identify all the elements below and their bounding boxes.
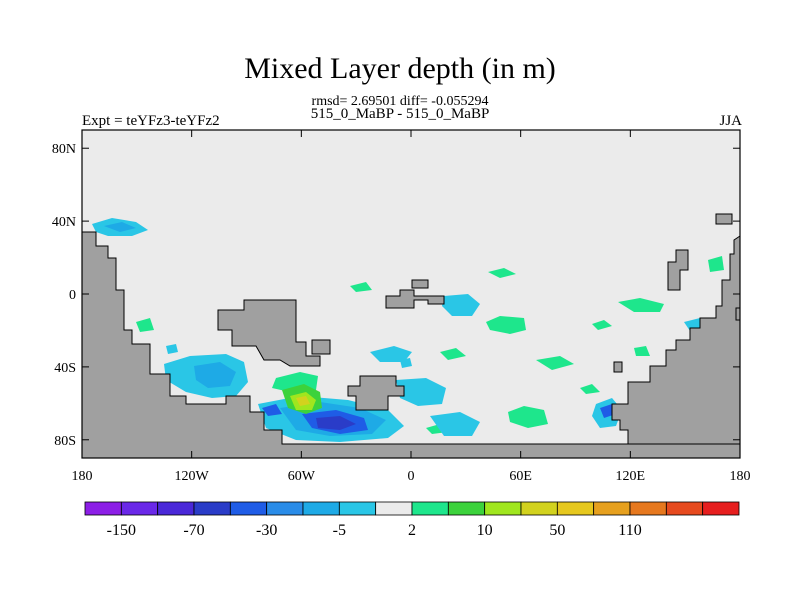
anomaly-patch bbox=[400, 358, 412, 368]
land-mask bbox=[347, 375, 405, 411]
anomaly-patch bbox=[440, 348, 466, 360]
land-mask bbox=[81, 231, 741, 459]
colorbar-label: 50 bbox=[549, 522, 565, 539]
colorbar-label: 10 bbox=[477, 522, 493, 539]
anomaly-patch bbox=[508, 406, 548, 428]
x-tick-label: 180 bbox=[72, 469, 93, 484]
chart-title: Mixed Layer depth (in m) bbox=[244, 52, 556, 85]
chart-subtitle: rmsd= 2.69501 diff= -0.055294 bbox=[311, 94, 489, 109]
colorbar-swatch bbox=[120, 501, 159, 516]
anomaly-patch bbox=[634, 346, 650, 356]
colorbar-swatch bbox=[84, 501, 122, 516]
case-label: 515_0_MaBP - 515_0_MaBP bbox=[310, 106, 490, 122]
anomaly-patch bbox=[104, 222, 136, 232]
anomaly-patch bbox=[296, 396, 310, 406]
land-mask bbox=[217, 299, 321, 367]
land-mask bbox=[715, 213, 733, 225]
x-axis: 180 120W 60W 0 60E 120E 180 bbox=[72, 130, 751, 484]
land-mask bbox=[667, 249, 689, 291]
land-mask bbox=[613, 361, 623, 373]
anomaly-patch bbox=[592, 320, 612, 330]
colorbar-swatch bbox=[338, 501, 377, 516]
colorbar-swatch bbox=[193, 501, 231, 516]
land-mask bbox=[411, 279, 429, 289]
season-label: JJA bbox=[719, 113, 742, 129]
colorbar-swatch bbox=[157, 501, 195, 516]
colorbar-label: 2 bbox=[408, 522, 416, 539]
colorbar-swatch bbox=[556, 501, 595, 516]
colorbar-swatch bbox=[593, 501, 631, 516]
anomaly-patch bbox=[488, 268, 516, 278]
anomaly-patch bbox=[536, 356, 574, 370]
colorbar-label: -30 bbox=[256, 522, 277, 539]
colorbar-swatch bbox=[229, 501, 268, 516]
colorbar-label: -70 bbox=[183, 522, 204, 539]
experiment-label: Expt = teYFz3-teYFz2 bbox=[82, 113, 220, 129]
colorbar-swatch bbox=[266, 501, 304, 516]
colorbar-label: -150 bbox=[107, 522, 136, 539]
anomaly-patch bbox=[618, 298, 664, 312]
anomaly-patch bbox=[262, 404, 282, 416]
anomaly-patch bbox=[350, 282, 372, 292]
anomaly-patch bbox=[316, 416, 356, 430]
y-axis: 80N 40N 0 40S 80S bbox=[52, 142, 740, 449]
colorbar-swatch bbox=[375, 501, 413, 516]
y-tick-label: 80N bbox=[52, 142, 76, 157]
anomaly-patch bbox=[430, 412, 480, 436]
anomaly-field bbox=[92, 218, 734, 442]
anomaly-patch bbox=[486, 316, 526, 334]
anomaly-patch bbox=[580, 384, 600, 394]
y-tick-label: 0 bbox=[69, 288, 76, 303]
y-tick-label: 40N bbox=[52, 215, 76, 230]
land-mask bbox=[611, 235, 741, 445]
anomaly-patch bbox=[166, 344, 178, 354]
x-tick-label: 120W bbox=[175, 469, 210, 484]
colorbar: -150 -70 -30 -5 2 10 50 110 bbox=[84, 501, 740, 539]
colorbar-swatch bbox=[447, 501, 486, 516]
land-masks bbox=[81, 213, 741, 459]
colorbar-swatch bbox=[702, 501, 740, 516]
anomaly-patch bbox=[442, 294, 480, 316]
colorbar-label: 110 bbox=[618, 522, 641, 539]
x-tick-label: 60W bbox=[288, 469, 316, 484]
colorbar-swatch bbox=[520, 501, 558, 516]
colorbar-swatch bbox=[629, 501, 667, 516]
anomaly-patch bbox=[194, 362, 236, 388]
y-tick-label: 40S bbox=[54, 361, 76, 376]
y-tick-label: 80S bbox=[54, 434, 76, 449]
x-tick-label: 180 bbox=[730, 469, 751, 484]
anomaly-patch bbox=[396, 378, 446, 406]
land-mask bbox=[385, 289, 445, 309]
colorbar-swatch bbox=[484, 501, 522, 516]
colorbar-swatch bbox=[665, 501, 704, 516]
colorbar-label: -5 bbox=[333, 522, 346, 539]
x-tick-label: 120E bbox=[616, 469, 646, 484]
anomaly-patch bbox=[708, 256, 724, 272]
x-tick-label: 0 bbox=[408, 469, 415, 484]
anomaly-patch bbox=[136, 318, 154, 332]
colorbar-swatch bbox=[302, 501, 340, 516]
anomaly-patch bbox=[370, 346, 412, 362]
x-tick-label: 60E bbox=[509, 469, 532, 484]
land-mask bbox=[311, 339, 331, 355]
colorbar-swatch bbox=[411, 501, 449, 516]
